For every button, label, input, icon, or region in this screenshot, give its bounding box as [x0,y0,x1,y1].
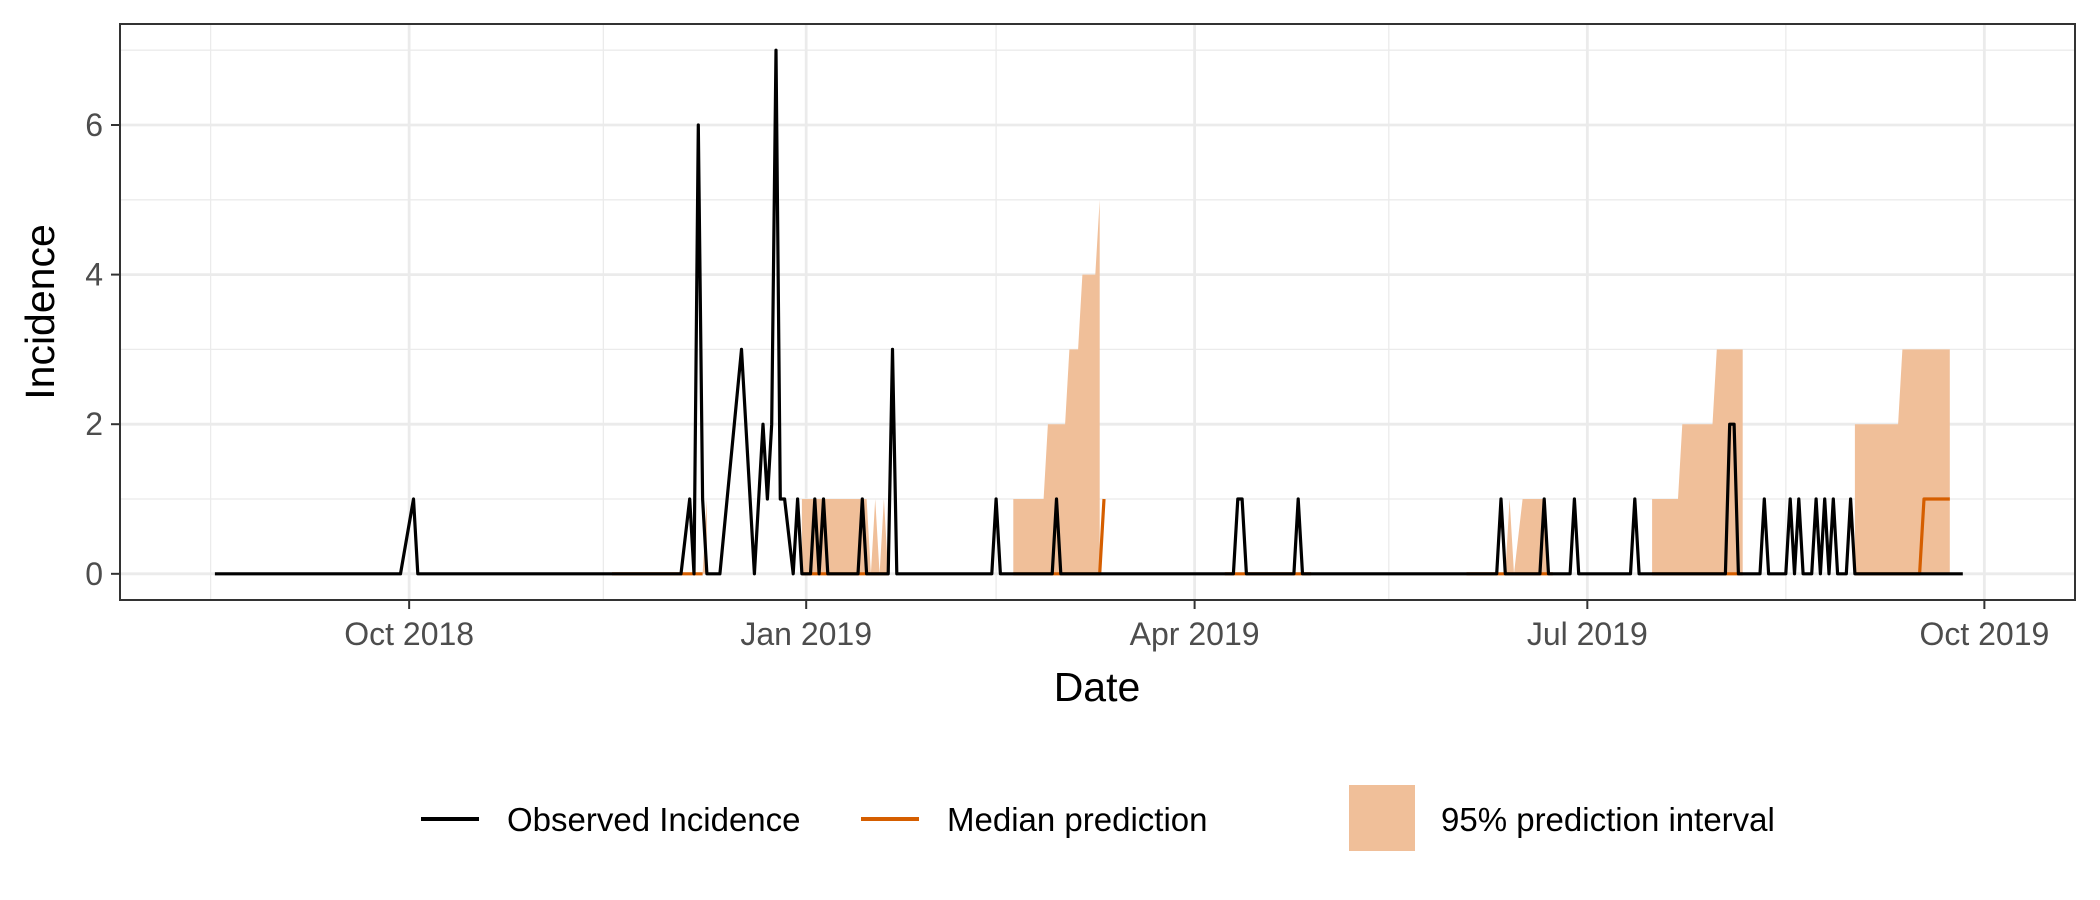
y-axis: 0 2 4 6 [85,107,120,592]
y-tick-label: 6 [85,107,103,143]
y-axis-title: Incidence [17,224,63,400]
prediction-interval-band [1505,499,1549,574]
x-tick-label: Jul 2019 [1527,616,1648,652]
y-tick-label: 4 [85,257,103,293]
x-axis: Oct 2018 Jan 2019 Apr 2019 Jul 2019 Oct 2019 [344,600,2049,652]
x-tick-label: Jan 2019 [740,616,872,652]
prediction-interval-band [1854,349,1950,574]
legend-label-interval: 95% prediction interval [1441,801,1775,838]
legend: Observed Incidence Median prediction 95%… [421,785,1775,851]
x-axis-title: Date [1054,664,1141,710]
observed-incidence-line [214,48,1963,576]
prediction-interval-band [1013,199,1100,574]
legend-key-interval [1349,785,1415,851]
x-tick-label: Apr 2019 [1130,616,1260,652]
legend-label-observed: Observed Incidence [507,801,801,838]
x-tick-label: Oct 2019 [1919,616,2049,652]
observed-incidence-polyline [214,48,1963,576]
y-tick-label: 0 [85,556,103,592]
plot-border [119,23,2076,601]
prediction-interval-band [1652,349,1743,574]
legend-label-median: Median prediction [947,801,1208,838]
y-tick-label: 2 [85,406,103,442]
x-tick-label: Oct 2018 [344,616,474,652]
